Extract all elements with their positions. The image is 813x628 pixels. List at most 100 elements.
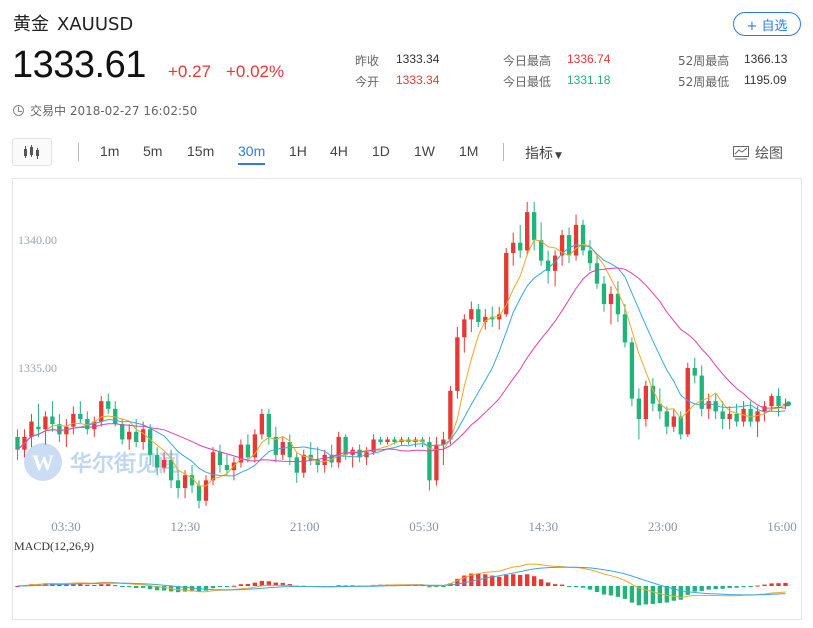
candle-body: [629, 342, 635, 399]
candle-body: [78, 413, 83, 420]
ma-mid-line: [17, 244, 786, 477]
candle-body: [252, 434, 258, 458]
macd-histogram-bar: [713, 586, 718, 590]
period-30m[interactable]: 30m: [238, 143, 266, 165]
candle-body: [385, 439, 390, 443]
macd-dea-line: [17, 566, 786, 596]
macd-histogram-bar: [622, 586, 628, 599]
candlestick-chart-type-button[interactable]: [12, 138, 52, 166]
candle-body: [245, 444, 251, 458]
candle-body: [161, 459, 167, 468]
macd-title: MACD(12,26,9): [14, 539, 94, 553]
candle-body: [106, 401, 111, 409]
add-to-watchlist-button[interactable]: + 自选: [733, 12, 801, 36]
macd-histogram-bar: [455, 578, 460, 586]
candle-body: [748, 408, 753, 422]
macd-histogram-bar: [636, 586, 642, 606]
toolbar-divider: [503, 143, 504, 161]
candle-body: [776, 396, 781, 407]
prev-close-value: 1333.34: [396, 52, 440, 66]
period-4h[interactable]: 4H: [330, 143, 348, 159]
caret-down-icon: ▼: [555, 151, 562, 161]
candle-body: [273, 436, 278, 455]
x-tick-label: 05:30: [409, 519, 439, 534]
macd-histogram-bar: [594, 586, 600, 592]
candle-body: [287, 442, 292, 458]
candle-body: [224, 465, 230, 471]
macd-histogram-bar: [147, 586, 153, 590]
watermark-logo-icon: [24, 443, 62, 481]
candle-body: [559, 235, 565, 256]
macd-histogram-bar: [601, 586, 607, 595]
candle-body: [734, 413, 739, 422]
candle-body: [469, 309, 474, 320]
ma-slow-line: [17, 267, 786, 463]
candle-body: [601, 283, 607, 305]
candle-body: [518, 242, 523, 251]
macd-histogram-bar: [755, 585, 760, 587]
y-tick-label: 1340.00: [18, 233, 57, 247]
candle-body: [357, 449, 362, 458]
period-1m[interactable]: 1m: [100, 143, 120, 159]
candle-body: [168, 459, 174, 481]
open-value: 1333.34: [396, 73, 440, 87]
macd-histogram-bar: [531, 576, 537, 586]
macd-histogram-bar: [441, 586, 446, 587]
candle-body: [294, 457, 299, 473]
candle-body: [455, 337, 460, 391]
period-15m[interactable]: 15m: [187, 143, 215, 159]
indicators-dropdown[interactable]: 指标 ▼: [525, 143, 562, 163]
x-tick-label: 03:30: [51, 519, 81, 534]
macd-histogram-bar: [580, 586, 586, 588]
candle-body: [238, 444, 244, 463]
macd-histogram-bar: [559, 584, 565, 586]
candle-body: [154, 454, 160, 468]
candle-body: [441, 439, 446, 445]
macd-histogram-bar: [706, 586, 711, 590]
macd-histogram-bar: [671, 586, 676, 601]
candle-body: [685, 367, 690, 435]
watermark-logo-letter: W: [32, 450, 54, 475]
macd-histogram-bar: [113, 585, 118, 587]
macd-dif-line: [17, 563, 786, 599]
period-1month[interactable]: 1M: [459, 143, 479, 159]
candle-body: [203, 480, 209, 501]
draw-label: 绘图: [755, 146, 783, 162]
candle-body: [650, 385, 656, 404]
chart-panel[interactable]: W 华尔街见闻 1340.00 1335.00 03:30 12:30 21:00 05:30…: [12, 178, 802, 620]
day-low-label: 今日最低: [503, 75, 552, 89]
candle-body: [504, 252, 509, 315]
macd-histogram-bar: [287, 584, 292, 586]
macd-histogram-bar: [57, 584, 62, 586]
week52-low-label: 52周最低: [678, 75, 730, 89]
macd-histogram-bar: [434, 586, 439, 587]
candle-body: [120, 424, 125, 440]
macd-histogram-bar: [650, 586, 656, 604]
candle-body: [301, 454, 306, 473]
period-1w[interactable]: 1W: [414, 143, 435, 159]
candle-body: [483, 316, 488, 322]
macd-histogram-bar: [175, 586, 181, 593]
candle-body: [664, 411, 669, 427]
period-1h[interactable]: 1H: [289, 143, 307, 159]
macd-histogram-bar: [245, 583, 251, 586]
macd-histogram-bar: [189, 586, 195, 592]
macd-histogram-bar: [483, 574, 488, 586]
macd-histogram-bar: [252, 582, 258, 586]
period-1d[interactable]: 1D: [372, 143, 390, 159]
candle-body: [141, 429, 146, 443]
drawing-icon: [733, 146, 749, 160]
period-5m[interactable]: 5m: [143, 143, 163, 159]
macd-histogram-bar: [280, 582, 285, 586]
macd-histogram-bar: [657, 586, 662, 604]
instrument-symbol: XAUUSD: [57, 14, 134, 35]
draw-button[interactable]: 绘图: [733, 143, 783, 163]
candle-body: [127, 431, 132, 440]
price-chart[interactable]: W 华尔街见闻 1340.00 1335.00 03:30 12:30 21:00 05:30…: [13, 179, 803, 621]
candle-body: [196, 485, 202, 501]
macd-histogram-bar: [587, 586, 593, 590]
macd-histogram-bar: [629, 586, 635, 603]
macd-histogram-bar: [182, 586, 188, 592]
trading-status: 交易中 2018-02-27 16:02:50: [13, 102, 197, 119]
macd-histogram-bar: [664, 586, 669, 603]
